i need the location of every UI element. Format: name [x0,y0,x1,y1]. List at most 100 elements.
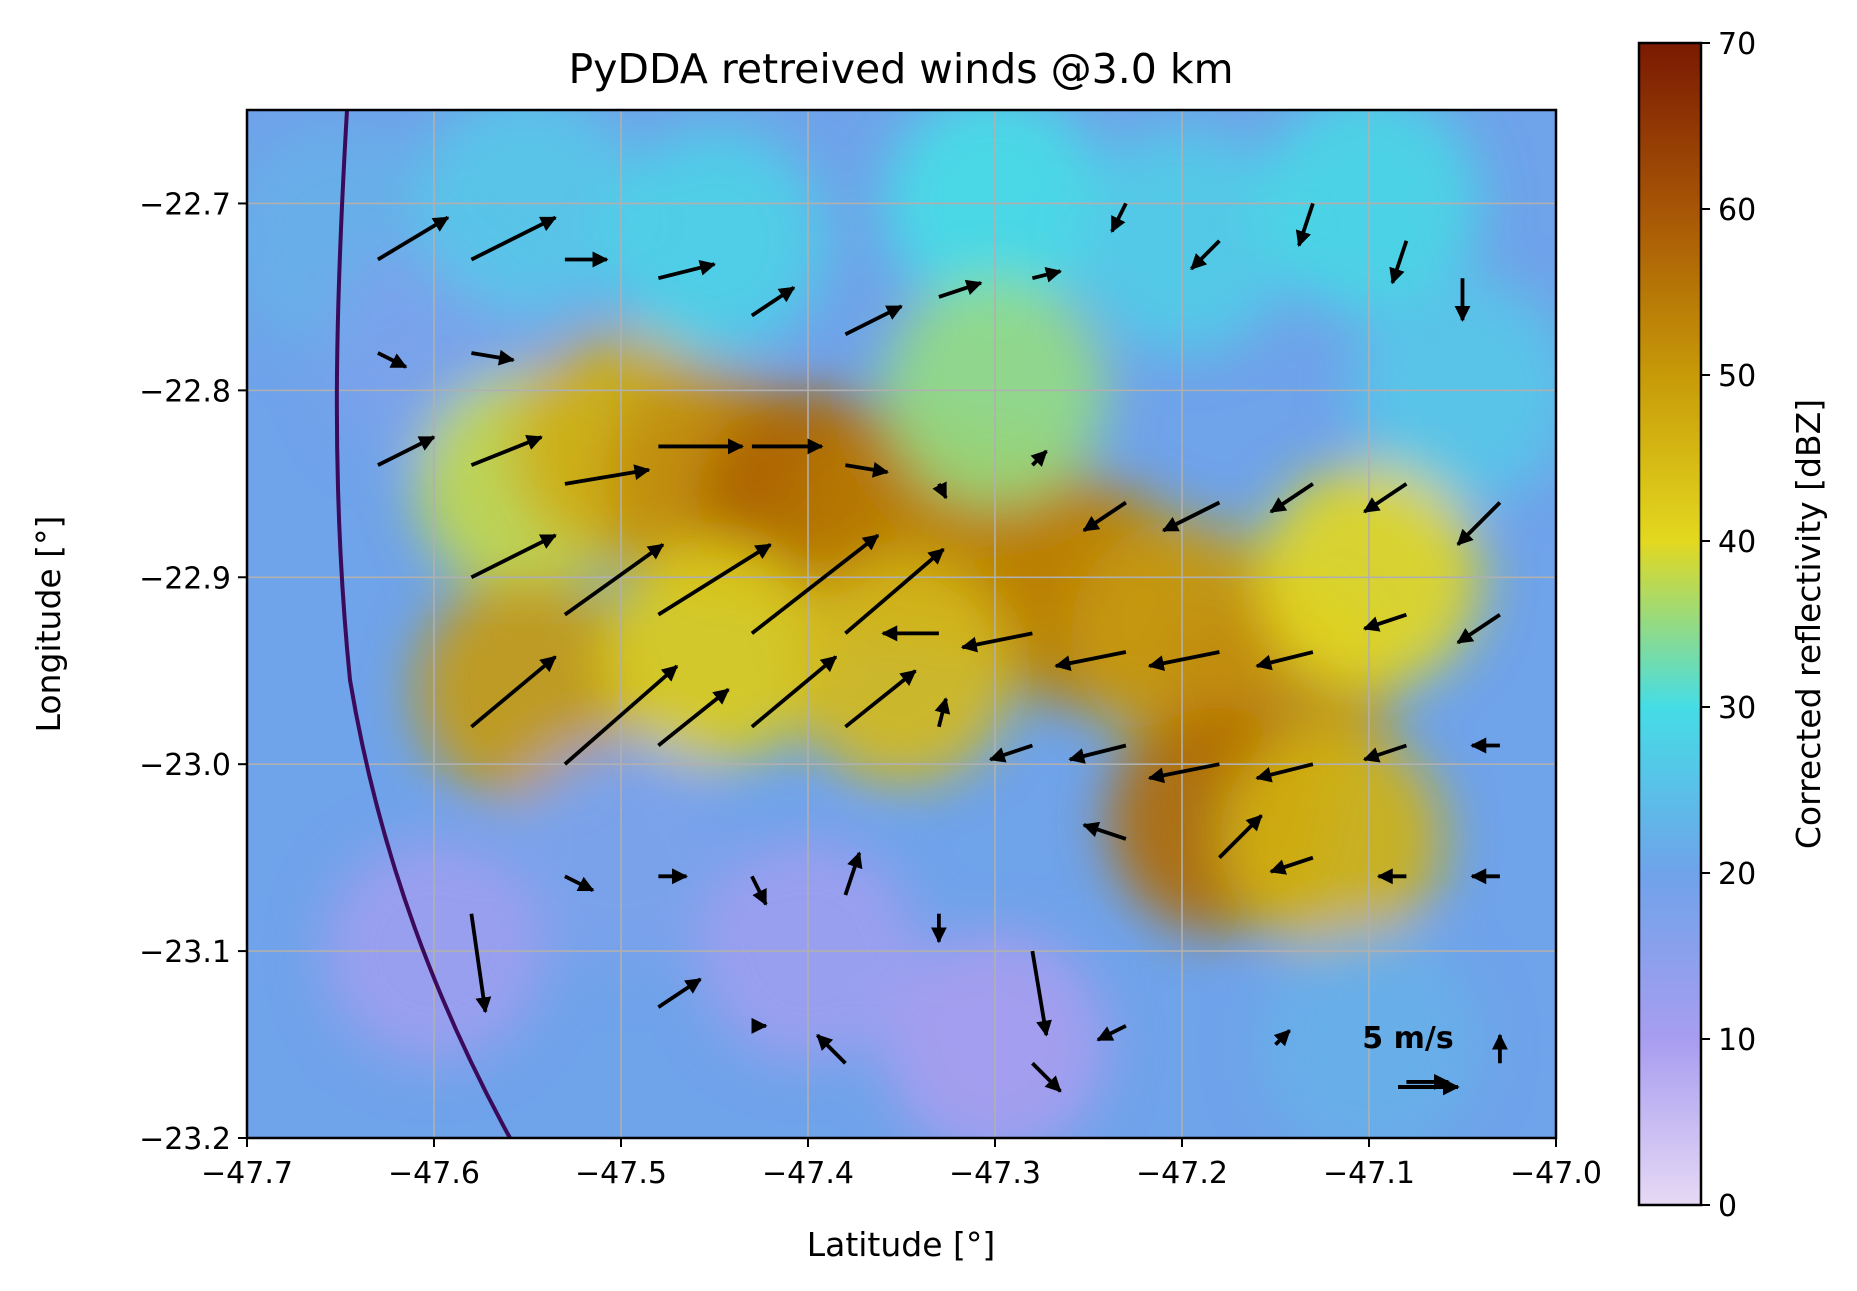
plot-frame [245,108,1558,1140]
wind-vector [844,669,917,729]
wind-vector [1030,449,1048,467]
wind-vector [934,697,951,728]
wind-vector [1110,202,1128,233]
reflectivity-cell [416,110,639,317]
y-axis: −22.7 −22.8 −22.9 −23.0 −23.1 −23.2 [139,187,247,1157]
wind-vector [657,688,730,747]
wind-vector [844,547,945,635]
wind-vector [1255,650,1314,671]
colorbar-tick-label: 70 [1718,27,1756,62]
wind-vector [564,464,651,486]
quiver-key-label: 5 m/s [1362,1021,1453,1056]
wind-vector [843,851,863,896]
wind-vector [750,533,880,635]
wind-vector [376,215,450,262]
wind-vector [657,259,716,281]
x-axis-label: Latitude [°] [807,1225,996,1264]
wind-vector [750,655,838,729]
wind-vector [938,279,983,299]
wind-vector [816,1033,847,1065]
y-tick-label: −23.0 [139,748,231,783]
reflectivity-cell [1220,725,1443,953]
wind-vector [1031,266,1062,283]
colorbar-tick-label: 60 [1718,193,1756,228]
wind-vector [1456,613,1501,645]
y-tick-label: −22.8 [139,374,231,409]
y-axis-label: Longitude [°] [29,516,68,733]
wind-vector [657,543,772,617]
wind-vector [1269,482,1314,514]
colorbar-tick-label: 50 [1718,359,1756,394]
wind-vector [1082,821,1127,841]
wind-vector [563,543,665,617]
y-tick-label: −23.2 [139,1122,231,1157]
wind-vector [1031,1061,1062,1093]
reflectivity-cell [603,538,826,766]
x-tick-label: −47.6 [388,1156,480,1191]
wind-vector [1389,240,1409,285]
wind-vector [563,664,679,766]
wind-vector [1456,501,1502,546]
wind-vector [1161,500,1221,533]
chart-title: PyDDA retreived winds @3.0 km [568,45,1233,93]
colorbar-tick-label: 20 [1718,857,1756,892]
colorbar-ticks: 0 10 20 30 40 50 60 70 [1701,27,1756,1224]
colorbar-tick-label: 40 [1718,525,1756,560]
wind-vector [750,286,796,318]
wind-vector [1147,650,1220,672]
wind-vector [1068,743,1127,764]
wind-vector [1190,239,1221,271]
colorbar-label: Corrected reflectivity [dBZ] [1789,399,1828,849]
colorbar-tick-label: 10 [1718,1023,1756,1058]
plot-area [247,110,1556,1138]
wind-vector [750,875,768,906]
wind-vector [1054,650,1127,672]
wind-vector [1295,202,1315,247]
wind-vector [470,215,557,262]
range-ring [334,110,512,1138]
x-tick-label: −47.0 [1510,1156,1602,1191]
wind-vector [1030,950,1052,1037]
x-tick-label: −47.5 [575,1156,667,1191]
gridlines [247,110,1556,1138]
wind-vector [1362,612,1408,632]
wind-vector [932,481,948,500]
wind-vectors [376,202,1508,1093]
wind-vector [377,351,408,369]
wind-vector [377,435,436,467]
wind-vector [1082,500,1127,533]
x-tick-label: −47.1 [1323,1156,1415,1191]
wind-vector [564,874,595,893]
wind-vector [844,304,903,336]
wind-vector [657,977,702,1009]
x-tick-label: −47.2 [1136,1156,1228,1191]
wind-vector [1362,743,1408,763]
colorbar-tick-label: 30 [1718,691,1756,726]
wind-vector [1269,855,1314,875]
colorbar-tick-label: 0 [1718,1189,1737,1224]
wind-vector [470,435,543,467]
wind-vector [1218,814,1263,859]
wind-vector [960,631,1033,653]
wind-vector [469,913,492,1014]
colorbar [1639,43,1701,1205]
wind-vector [988,743,1034,763]
wind-vector [1363,482,1408,514]
x-tick-label: −47.4 [762,1156,854,1191]
wind-vector [845,461,889,478]
x-tick-label: −47.7 [201,1156,293,1191]
y-tick-label: −22.9 [139,561,231,596]
wind-vector [471,349,515,366]
reflectivity-cell [790,557,1013,784]
x-axis: −47.7 −47.6 −47.5 −47.4 −47.3 −47.2 −47.1 −47.0 [201,1138,1602,1191]
wind-vector [470,533,557,579]
wind-vector [1147,762,1220,784]
wind-vector [1273,1029,1291,1047]
x-tick-label: −47.3 [949,1156,1041,1191]
colorbar-frame [1637,41,1703,1207]
y-tick-label: −23.1 [139,935,231,970]
wind-vector [470,655,557,729]
wind-vector [1255,762,1314,783]
y-tick-label: −22.7 [139,187,231,222]
